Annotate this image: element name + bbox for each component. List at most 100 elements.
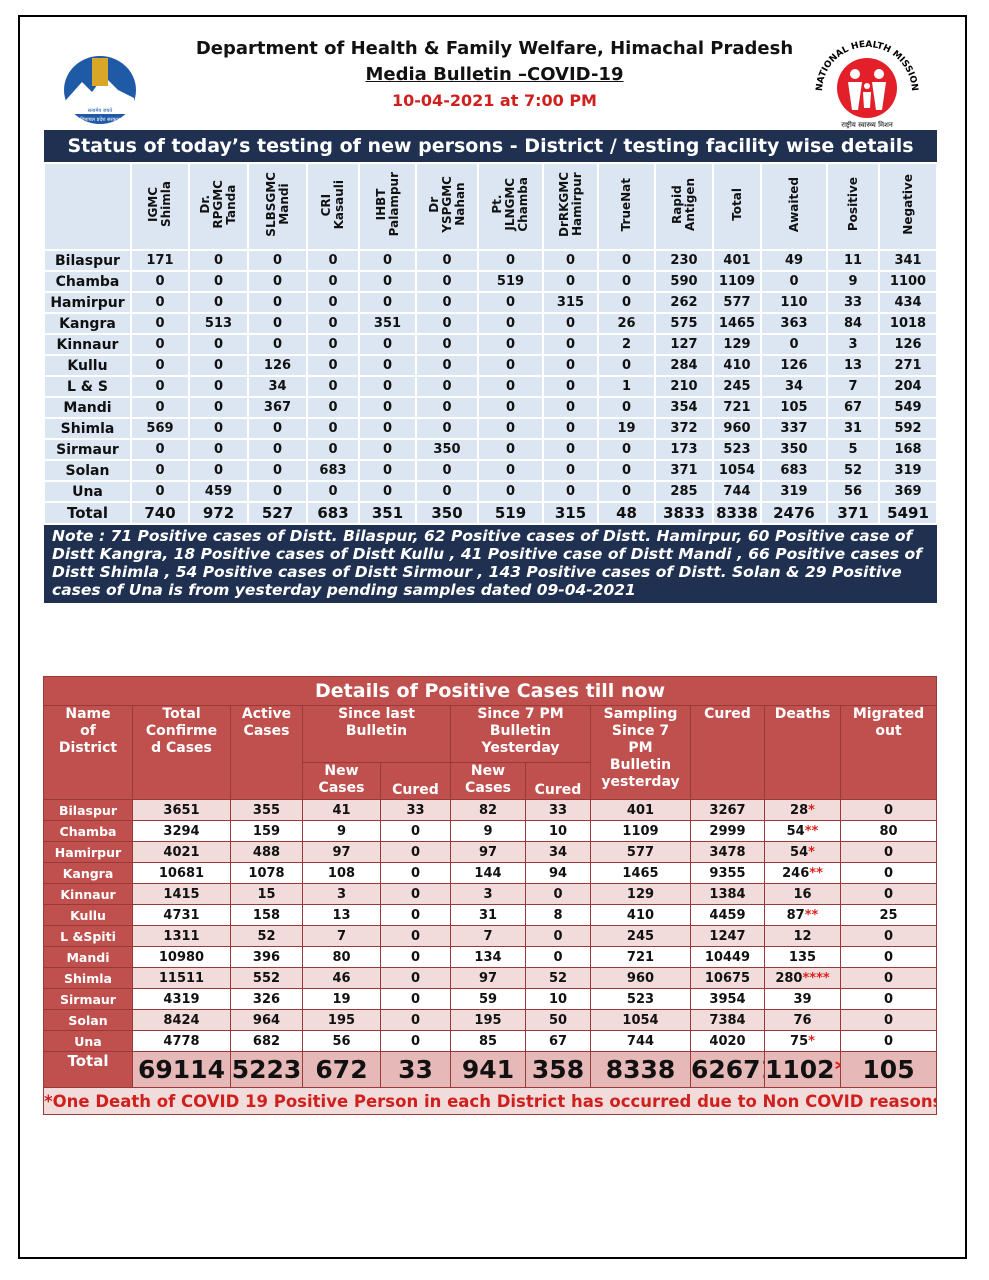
cell: 26 bbox=[597, 312, 656, 335]
column-header: Migrated out bbox=[839, 705, 938, 800]
title-row: Details of Positive Cases till now bbox=[42, 676, 938, 706]
cell: 0 bbox=[415, 480, 479, 503]
data-row: Sirmaur 0 0 0 0 0 350 0 0 0 173 523 350 5 168 bbox=[43, 438, 939, 461]
header-line: Awaited bbox=[786, 176, 801, 233]
logo-motto: सत्यमेव जयते bbox=[88, 107, 113, 114]
column-header: Negative bbox=[877, 162, 939, 251]
cell: 52 bbox=[525, 967, 591, 989]
header-line: Cured bbox=[704, 706, 751, 723]
cell: 337 bbox=[760, 417, 828, 440]
data-row: Bilaspur 3651 355 41 33 82 33 401 3267 28* 0 bbox=[43, 799, 938, 821]
title-row: Status of today’s testing of new persons… bbox=[44, 130, 938, 163]
cell: 0 bbox=[358, 333, 417, 356]
cell: 105 bbox=[760, 396, 828, 419]
cell: 0 bbox=[247, 270, 308, 293]
cell: 0 bbox=[358, 270, 417, 293]
cell: 4778 bbox=[132, 1030, 231, 1052]
deaths-cell: 16 bbox=[764, 883, 841, 905]
cell: 245 bbox=[712, 375, 762, 398]
column-header: IGMC Shimla bbox=[130, 162, 190, 251]
cell: 0 bbox=[477, 375, 544, 398]
header-line: District bbox=[58, 740, 118, 756]
cell: 0 bbox=[188, 417, 249, 440]
header-line: IHBT bbox=[373, 188, 388, 221]
cell: 19 bbox=[302, 988, 381, 1010]
cell: 34 bbox=[525, 841, 591, 863]
cell: 0 bbox=[358, 396, 417, 419]
header-line: of bbox=[80, 723, 96, 739]
cell: 319 bbox=[760, 480, 828, 503]
column-header: Cured bbox=[690, 705, 765, 800]
vertical-label: Dr YSPGMC Nahan bbox=[427, 176, 467, 233]
cell: 0 bbox=[358, 417, 417, 440]
cell: 0 bbox=[839, 799, 938, 821]
data-row: Kangra 10681 1078 108 0 144 94 1465 9355 246** 0 bbox=[43, 862, 938, 884]
cell: 396 bbox=[230, 946, 303, 968]
cell: 0 bbox=[415, 270, 479, 293]
cell: 0 bbox=[188, 438, 249, 461]
cell: 1018 bbox=[877, 312, 939, 335]
cell: 683 bbox=[760, 459, 828, 482]
header-line: Chamba bbox=[516, 177, 530, 232]
data-row: Shimla 11511 552 46 0 97 52 960 10675 280**** 0 bbox=[43, 967, 938, 989]
cell: 19 bbox=[597, 417, 656, 440]
header-line: TrueNat bbox=[619, 177, 633, 232]
cell: 0 bbox=[380, 946, 451, 968]
cell: 0 bbox=[247, 438, 308, 461]
deaths-count: 280 bbox=[775, 970, 803, 986]
cell: 721 bbox=[712, 396, 762, 419]
cell: 0 bbox=[188, 270, 249, 293]
cell: 0 bbox=[839, 883, 938, 905]
header-line: SLBSGMC bbox=[263, 172, 278, 237]
column-header: Dr. RPGMC Tanda bbox=[188, 162, 249, 251]
cell: 672 bbox=[302, 1051, 381, 1088]
cell: 126 bbox=[247, 354, 308, 377]
deaths-cell: 54** bbox=[764, 820, 841, 842]
vertical-label: Awaited bbox=[786, 176, 801, 233]
data-row: Chamba 3294 159 9 0 9 10 1109 2999 54** 80 bbox=[43, 820, 938, 842]
vertical-label: Negative bbox=[901, 174, 915, 235]
note: Note : 71 Positive cases of Distt. Bilas… bbox=[44, 524, 938, 603]
cell: 59 bbox=[450, 988, 526, 1010]
cell: 964 bbox=[230, 1009, 303, 1031]
cell: 0 bbox=[415, 354, 479, 377]
cell: 0 bbox=[306, 354, 360, 377]
cell: 97 bbox=[302, 841, 381, 863]
header-line: d Cases bbox=[151, 740, 212, 756]
column-header: Dr YSPGMC Nahan bbox=[415, 162, 479, 251]
cell: 33 bbox=[525, 799, 591, 821]
cell: 941 bbox=[450, 1051, 526, 1088]
cell: 10 bbox=[525, 820, 591, 842]
cell: 371 bbox=[826, 501, 880, 525]
cell: 4020 bbox=[690, 1030, 765, 1052]
deaths-count: 135 bbox=[788, 949, 817, 965]
cell: 519 bbox=[477, 501, 544, 525]
header-line: DrRKGMC bbox=[556, 171, 571, 237]
cell: 0 bbox=[477, 249, 544, 272]
column-header: Total Confirme d Cases bbox=[132, 705, 231, 800]
district-name: Bilaspur bbox=[43, 799, 133, 821]
cell: 0 bbox=[542, 438, 599, 461]
column-header: Since 7 PM Bulletin Yesterday bbox=[450, 705, 591, 763]
cell: 126 bbox=[760, 354, 828, 377]
cell: 13 bbox=[826, 354, 880, 377]
cell: 34 bbox=[760, 375, 828, 398]
cell: 0 bbox=[839, 862, 938, 884]
column-header: Total bbox=[712, 162, 762, 251]
cell: 744 bbox=[712, 480, 762, 503]
cell: 0 bbox=[542, 354, 599, 377]
subheader-row: New Cases Cured New Cases Cured bbox=[44, 762, 937, 800]
cell: 0 bbox=[839, 841, 938, 863]
deaths-count: 54 bbox=[786, 823, 805, 839]
cell: 8 bbox=[525, 904, 591, 926]
vertical-label: Rapid Antigen bbox=[670, 178, 697, 231]
cell: 351 bbox=[358, 501, 417, 525]
cell: 9355 bbox=[690, 862, 765, 884]
district-name: Kullu bbox=[43, 354, 132, 377]
cell: 0 bbox=[415, 312, 479, 335]
cell: 245 bbox=[590, 925, 691, 947]
cell: 0 bbox=[525, 883, 591, 905]
header-line: Since 7 bbox=[611, 723, 670, 739]
column-header: TrueNat bbox=[597, 162, 656, 251]
